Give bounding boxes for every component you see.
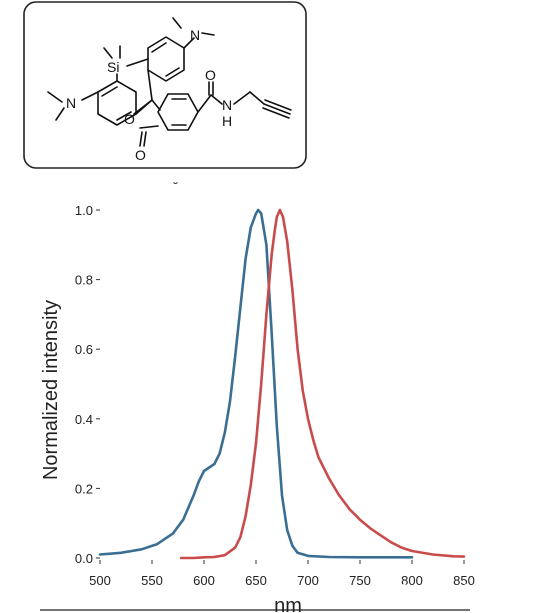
spectrum-chart: 0.0 0.2 0.4 0.6 0.8 1.0 500 550 600 650 700 750 800… [40,203,475,613]
caption-mark: ˘ [172,181,179,197]
nme2-methyl [172,17,182,29]
x-tick-label: 500 [89,573,111,588]
x-tick-label: 850 [453,573,475,588]
atom-label-si: Si [107,59,119,75]
phthalide-ring [157,93,199,131]
y-tick-label: 1.0 [75,203,93,218]
left-ring-double-bond [116,111,132,121]
alkyne-bond [264,99,292,111]
alkyne-bond [263,103,291,115]
left-ring-double-bond [101,86,118,97]
series-line-2 [179,208,466,560]
upper-ring-double-bond [151,42,167,53]
atom-label-n-amide: N [222,97,232,113]
atom-label-o-amide: O [205,67,216,83]
si-methyl-bond [103,47,113,59]
atom-label-h-amide: H [222,113,232,129]
x-axis: 500 550 600 650 700 750 800 850 [89,560,475,588]
watermark: 知乎 @西安齐岳生物 [378,582,518,600]
x-tick-label: 650 [245,573,267,588]
nme2-methyl [47,91,63,103]
nme2-methyl [201,32,215,36]
x-tick-label: 750 [349,573,371,588]
y-axis-title: Normalized intensity [40,300,62,480]
carbonyl-bond [143,131,147,147]
lactone-c-bond [139,125,159,129]
x-tick-label: 600 [193,573,215,588]
nme2-bond [183,37,195,49]
nme2-methyl [55,107,65,121]
y-tick-label: 0.0 [75,551,93,566]
spiro-to-ring-bond [151,99,161,111]
atom-label-o-lactone: O [124,111,135,127]
y-axis: 0.0 0.2 0.4 0.6 0.8 1.0 [75,203,100,566]
y-tick-label: 0.2 [75,481,93,496]
molecule-drawing [47,17,292,147]
spiro-right-bond [147,69,153,101]
atom-label-n-right: N [190,27,200,43]
series-layer [98,208,466,560]
lactone-o-bond [133,99,153,115]
amide-n-bond [210,94,223,105]
structure-panel: Si N N O O O N H [23,1,307,169]
x-tick-label: 700 [297,573,319,588]
si-right-bond [126,58,149,67]
upper-ring-double-bond [165,67,180,77]
propargyl-bond [233,91,251,105]
nme2-bond [81,91,99,101]
series-line-1 [98,208,414,559]
x-axis-title: nm [274,595,302,613]
atom-label-n-left: N [66,95,76,111]
y-tick-label: 0.4 [75,412,93,427]
carbonyl-bond [139,131,143,147]
y-tick-label: 0.8 [75,273,93,288]
atom-label-o-carbonyl: O [135,147,146,163]
y-tick-label: 0.6 [75,342,93,357]
x-tick-label: 550 [141,573,163,588]
x-tick-label: 800 [401,573,423,588]
propargyl-bond [249,91,265,105]
alkyne-bond [262,107,290,119]
amide-bond [197,94,212,113]
structure-frame [23,1,307,169]
